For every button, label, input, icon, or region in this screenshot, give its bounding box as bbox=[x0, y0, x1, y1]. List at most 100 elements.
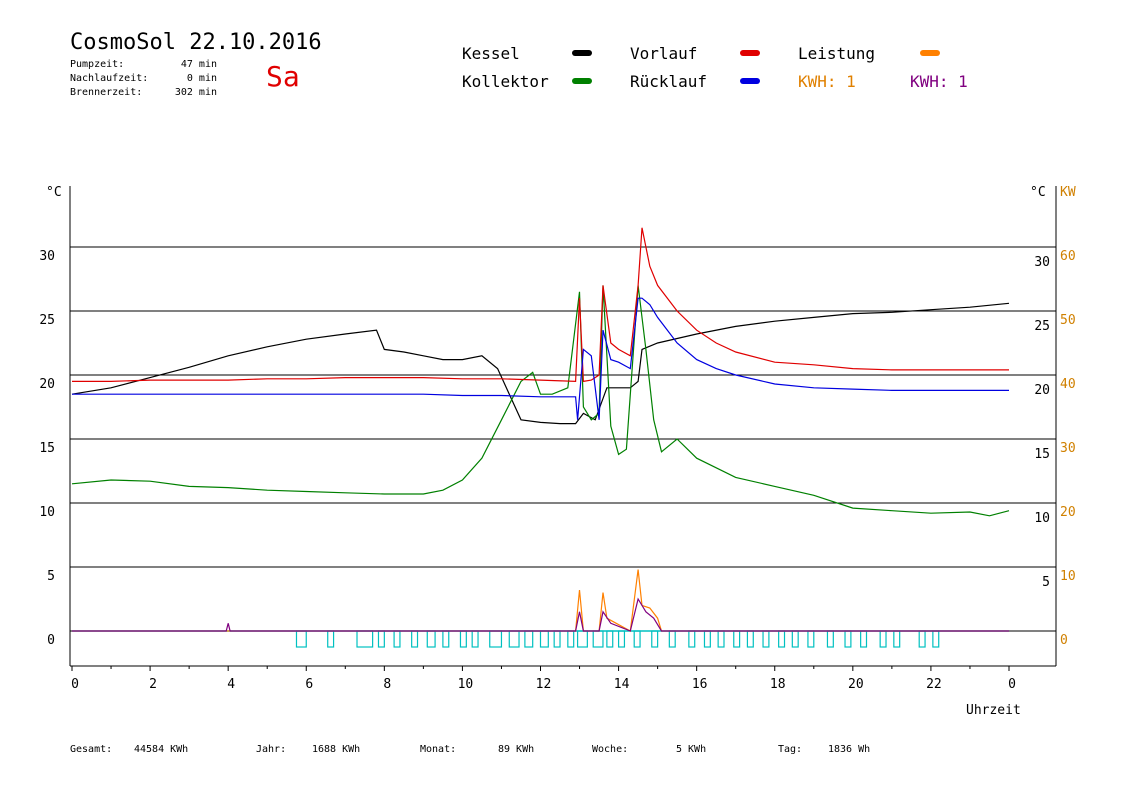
x-axis-label: Uhrzeit bbox=[966, 703, 1021, 718]
pump-on-marker bbox=[762, 630, 770, 648]
stat-brennerzeit-label: Brennerzeit: bbox=[70, 87, 143, 98]
legend-leistung-label: Leistung bbox=[798, 44, 876, 63]
x-tick-label: 8 bbox=[383, 677, 391, 692]
pump-on-marker bbox=[426, 630, 436, 648]
pump-on-marker bbox=[879, 630, 887, 648]
pump-on-marker bbox=[524, 630, 534, 648]
x-tick-label: 16 bbox=[692, 677, 708, 692]
pump-on-marker bbox=[539, 630, 549, 648]
y-tick-label-right: 25 bbox=[1034, 319, 1050, 334]
pump-on-marker bbox=[807, 630, 815, 648]
pump-on-marker bbox=[668, 630, 676, 648]
kw-tick-label: 0 bbox=[1060, 633, 1068, 648]
legend-leistung-swatch bbox=[920, 50, 940, 56]
pump-on-marker bbox=[826, 630, 834, 648]
footer-jahr-value: 1688 KWh bbox=[312, 744, 361, 755]
pump-on-marker bbox=[893, 630, 901, 648]
pump-on-marker bbox=[717, 630, 725, 648]
stat-nachlaufzeit-label: Nachlaufzeit: bbox=[70, 73, 149, 84]
pump-on-marker bbox=[860, 630, 868, 648]
y-tick-label-right: 30 bbox=[1034, 255, 1050, 270]
kw-tick-label: 60 bbox=[1060, 249, 1076, 264]
pump-on-marker bbox=[327, 630, 335, 648]
pump-on-marker bbox=[703, 630, 711, 648]
y-tick-label-left: 5 bbox=[47, 569, 55, 584]
pump-on-marker bbox=[489, 630, 503, 648]
legend-ruecklauf-swatch bbox=[740, 78, 760, 84]
footer-tag-value: 1836 Wh bbox=[828, 744, 871, 755]
y-tick-label-left: 0 bbox=[47, 633, 55, 648]
kw-tick-label: 40 bbox=[1060, 377, 1076, 392]
y-tick-label-left: 25 bbox=[39, 313, 55, 328]
y-tick-label-left: 15 bbox=[39, 441, 55, 456]
kw-tick-label: 20 bbox=[1060, 505, 1076, 520]
pump-on-marker bbox=[688, 630, 696, 648]
stat-nachlaufzeit-value: 0 min bbox=[186, 73, 217, 84]
y-tick-label-left: 10 bbox=[39, 505, 55, 520]
pump-on-marker bbox=[553, 630, 561, 648]
series-ruecklauf-line bbox=[72, 297, 1009, 420]
stat-pumpzeit-value: 47 min bbox=[180, 59, 217, 70]
pump-on-marker bbox=[617, 630, 626, 648]
y-tick-label-left: 20 bbox=[39, 377, 55, 392]
x-tick-label: 4 bbox=[227, 677, 235, 692]
footer-tag-label: Tag: bbox=[778, 744, 803, 755]
pump-on-marker bbox=[791, 630, 799, 648]
legend-kwh-orange-label: KWH: 1 bbox=[798, 72, 856, 91]
pump-indicator-series bbox=[72, 630, 1009, 648]
pump-on-marker bbox=[411, 630, 419, 648]
pump-on-marker bbox=[459, 630, 467, 648]
page-title: CosmoSol 22.10.2016 bbox=[70, 30, 322, 55]
legend-kollektor-swatch bbox=[572, 78, 592, 84]
footer-jahr-label: Jahr: bbox=[256, 744, 287, 755]
y-unit-kw: KW bbox=[1060, 185, 1076, 200]
pump-on-marker bbox=[606, 630, 614, 648]
y-unit-left: °C bbox=[46, 185, 62, 200]
footer-woche-value: 5 KWh bbox=[676, 744, 707, 755]
y-tick-label-right: 15 bbox=[1034, 447, 1050, 462]
stat-brennerzeit-value: 302 min bbox=[174, 87, 217, 98]
x-tick-label: 22 bbox=[926, 677, 942, 692]
kw-tick-label: 10 bbox=[1060, 569, 1076, 584]
legend-kwh-purple-label: KWH: 1 bbox=[910, 72, 968, 91]
x-tick-label: 14 bbox=[614, 677, 630, 692]
pump-on-marker bbox=[633, 630, 641, 648]
pump-on-marker bbox=[844, 630, 852, 648]
legend-vorlauf-label: Vorlauf bbox=[630, 44, 698, 63]
pump-on-marker bbox=[778, 630, 786, 648]
y-tick-label-right: 20 bbox=[1034, 383, 1050, 398]
kw-tick-label: 50 bbox=[1060, 313, 1076, 328]
pump-on-marker bbox=[592, 630, 604, 648]
y-unit-right: °C bbox=[1030, 185, 1046, 200]
footer-gesamt-label: Gesamt: bbox=[70, 744, 113, 755]
pump-on-marker bbox=[932, 630, 940, 648]
chart-grid bbox=[69, 186, 1057, 667]
legend-kessel-swatch bbox=[572, 50, 592, 56]
legend-kessel-label: Kessel bbox=[462, 44, 520, 63]
chart-series bbox=[71, 227, 1010, 632]
series-kessel-line bbox=[71, 302, 1010, 425]
x-tick-label: 18 bbox=[770, 677, 786, 692]
pump-on-marker bbox=[567, 630, 575, 648]
footer-gesamt-value: 44584 KWh bbox=[134, 744, 189, 755]
footer-monat-label: Monat: bbox=[420, 744, 457, 755]
y-tick-label-left: 30 bbox=[39, 249, 55, 264]
pump-on-marker bbox=[442, 630, 450, 648]
pump-on-marker bbox=[508, 630, 520, 648]
pump-on-marker bbox=[377, 630, 385, 648]
x-tick-label: 6 bbox=[305, 677, 313, 692]
weekday-label: Sa bbox=[266, 60, 300, 93]
pump-on-marker bbox=[393, 630, 401, 648]
legend-kollektor-label: Kollektor bbox=[462, 72, 549, 91]
legend-ruecklauf-label: Rücklauf bbox=[630, 72, 708, 91]
x-tick-label: 2 bbox=[149, 677, 157, 692]
pump-on-marker bbox=[918, 630, 926, 648]
series-leistung-line bbox=[72, 569, 1009, 632]
y-tick-label-right: 5 bbox=[1042, 575, 1050, 590]
footer-monat-value: 89 KWh bbox=[498, 744, 535, 755]
series-kollektor-line bbox=[71, 285, 1010, 517]
y-tick-label-right: 10 bbox=[1034, 511, 1050, 526]
pump-on-marker bbox=[356, 630, 374, 648]
